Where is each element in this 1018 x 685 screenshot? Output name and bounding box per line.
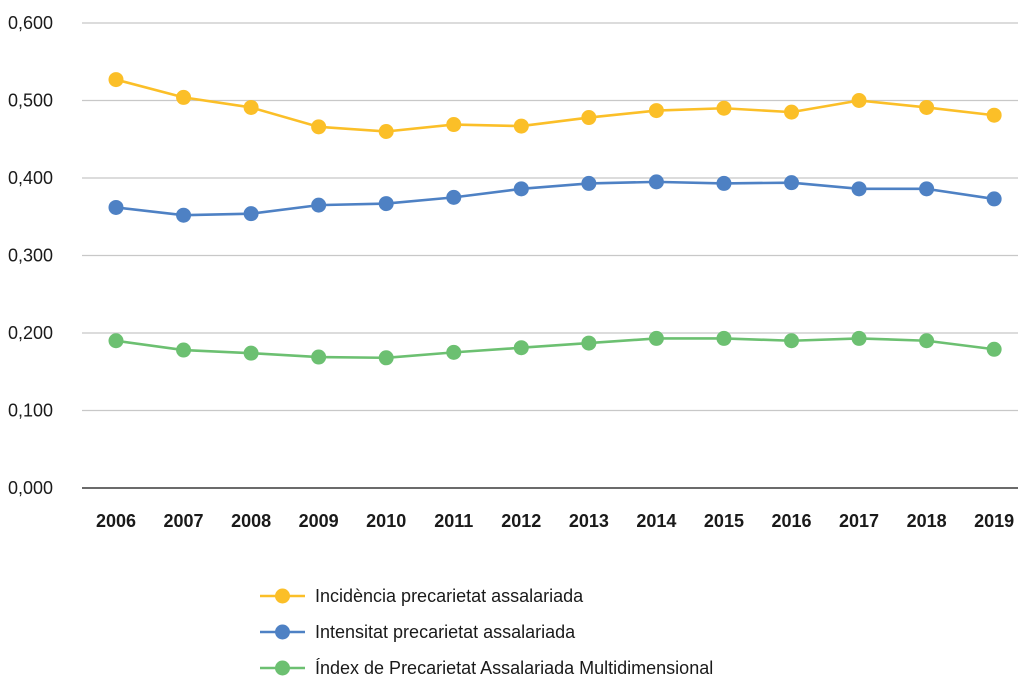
grid-layer xyxy=(82,22,1018,489)
y-tick-label: 0,000 xyxy=(8,478,53,498)
data-point xyxy=(378,124,394,139)
data-point xyxy=(108,72,124,88)
series-line xyxy=(114,180,996,217)
legend-label: Intensitat precarietat assalariada xyxy=(315,622,576,642)
data-point xyxy=(446,189,462,205)
x-tick-label: 2019 xyxy=(974,511,1014,531)
y-tick-label: 0,300 xyxy=(8,246,53,266)
y-tick-label: 0,100 xyxy=(8,401,53,421)
data-point xyxy=(851,181,867,197)
data-point xyxy=(311,349,327,365)
data-point xyxy=(581,110,597,126)
x-tick-label: 2011 xyxy=(434,511,473,531)
data-point xyxy=(243,99,259,115)
series-3 xyxy=(108,330,1002,366)
legend-marker xyxy=(275,660,290,676)
data-point xyxy=(919,181,935,197)
data-point xyxy=(851,330,867,346)
data-point xyxy=(986,107,1002,123)
data-point xyxy=(378,350,394,366)
data-point xyxy=(716,100,732,116)
x-tick-label: 2013 xyxy=(569,511,609,531)
series-2 xyxy=(108,174,1002,223)
data-point xyxy=(648,330,664,346)
data-point xyxy=(986,191,1002,207)
data-point xyxy=(378,196,394,212)
y-axis-ticks: 0,000 0,100 0,200 0,300 0,400 0,500 0,600 xyxy=(8,13,53,498)
data-point xyxy=(648,174,664,190)
x-axis-ticks: 2006 2007 2008 2009 2010 2011 2012 2013 2014 2015… xyxy=(96,511,1014,531)
y-tick-label: 0,200 xyxy=(8,323,53,343)
data-point xyxy=(446,344,462,360)
y-tick-label: 0,600 xyxy=(8,13,53,33)
data-point xyxy=(581,335,597,351)
x-tick-label: 2008 xyxy=(231,511,271,531)
data-point xyxy=(986,341,1002,357)
series-1 xyxy=(108,72,1002,139)
data-point xyxy=(919,99,935,115)
x-tick-label: 2014 xyxy=(636,511,676,531)
legend-label: Incidència precarietat assalariada xyxy=(315,586,584,606)
data-point xyxy=(311,197,327,213)
x-tick-label: 2009 xyxy=(299,511,339,531)
data-point xyxy=(784,333,799,349)
legend-item: Incidència precarietat assalariada xyxy=(260,586,584,606)
data-point xyxy=(716,175,732,191)
data-point xyxy=(581,175,597,191)
x-tick-label: 2016 xyxy=(771,511,811,531)
data-point xyxy=(851,93,867,108)
data-point xyxy=(513,118,529,134)
x-tick-label: 2010 xyxy=(366,511,406,531)
data-point xyxy=(176,342,192,358)
data-point xyxy=(919,333,935,349)
series-line xyxy=(114,78,996,133)
data-point xyxy=(176,89,192,105)
x-tick-label: 2007 xyxy=(164,511,204,531)
data-point xyxy=(648,103,664,119)
x-tick-label: 2006 xyxy=(96,511,136,531)
series-line xyxy=(114,337,996,360)
data-point xyxy=(311,119,327,135)
data-point xyxy=(243,206,259,222)
data-point xyxy=(513,181,529,197)
data-point xyxy=(716,330,732,346)
data-point xyxy=(108,199,124,215)
legend-item: Índex de Precarietat Assalariada Multidi… xyxy=(260,658,713,678)
x-tick-label: 2017 xyxy=(839,511,879,531)
data-point xyxy=(513,340,529,356)
legend: Incidència precarietat assalariada Intens… xyxy=(260,586,713,678)
legend-item: Intensitat precarietat assalariada xyxy=(260,622,576,642)
data-point xyxy=(784,104,799,120)
legend-marker xyxy=(275,588,290,604)
x-tick-label: 2012 xyxy=(501,511,541,531)
data-point xyxy=(108,333,124,349)
y-tick-label: 0,500 xyxy=(8,91,53,111)
series-layer xyxy=(108,72,1002,366)
data-point xyxy=(446,117,462,133)
data-point xyxy=(784,175,799,191)
data-point xyxy=(176,207,192,223)
x-tick-label: 2018 xyxy=(907,511,947,531)
y-tick-label: 0,400 xyxy=(8,168,53,188)
x-tick-label: 2015 xyxy=(704,511,744,531)
legend-marker xyxy=(275,624,290,640)
legend-label: Índex de Precarietat Assalariada Multidi… xyxy=(315,658,713,678)
data-point xyxy=(243,345,259,361)
